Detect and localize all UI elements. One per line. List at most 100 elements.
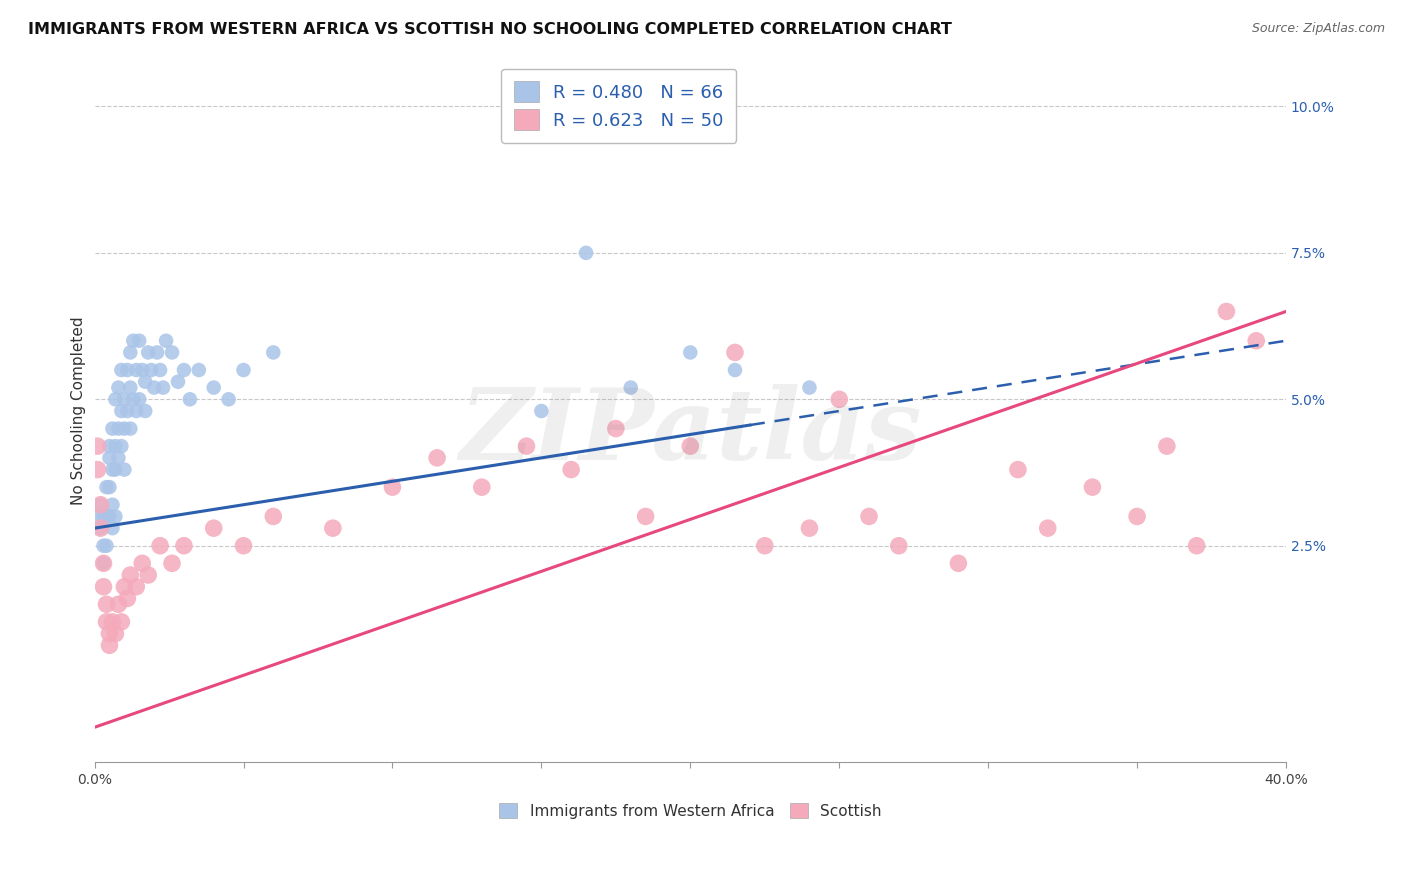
Point <box>120 421 142 435</box>
Point <box>98 626 121 640</box>
Point <box>605 421 627 435</box>
Point <box>112 392 135 407</box>
Point <box>104 462 127 476</box>
Point <box>117 591 139 606</box>
Point <box>1126 509 1149 524</box>
Point <box>1036 521 1059 535</box>
Point <box>262 345 284 359</box>
Point <box>173 539 195 553</box>
Legend: Immigrants from Western Africa, Scottish: Immigrants from Western Africa, Scottish <box>494 797 887 825</box>
Point <box>90 521 112 535</box>
Point <box>620 381 643 395</box>
Point <box>471 480 494 494</box>
Point <box>101 521 124 535</box>
Point <box>120 568 142 582</box>
Point <box>110 439 132 453</box>
Point <box>515 439 537 453</box>
Text: Source: ZipAtlas.com: Source: ZipAtlas.com <box>1251 22 1385 36</box>
Point <box>86 462 108 476</box>
Point <box>90 521 112 535</box>
Point <box>155 334 177 348</box>
Point <box>93 539 115 553</box>
Point <box>232 363 254 377</box>
Point <box>1215 304 1237 318</box>
Point <box>799 381 821 395</box>
Point <box>96 509 118 524</box>
Point <box>98 439 121 453</box>
Point <box>724 345 747 359</box>
Point <box>125 404 148 418</box>
Point <box>93 509 115 524</box>
Point <box>131 557 153 571</box>
Point <box>107 597 129 611</box>
Text: ZIPatlas: ZIPatlas <box>460 384 921 481</box>
Point <box>160 557 183 571</box>
Point <box>128 334 150 348</box>
Point <box>101 615 124 629</box>
Point <box>679 439 702 453</box>
Point <box>799 521 821 535</box>
Point <box>122 334 145 348</box>
Point <box>104 392 127 407</box>
Point <box>98 480 121 494</box>
Point <box>575 245 598 260</box>
Point <box>86 509 108 524</box>
Point <box>1081 480 1104 494</box>
Point <box>110 615 132 629</box>
Point <box>1156 439 1178 453</box>
Point <box>98 450 121 465</box>
Point <box>112 462 135 476</box>
Point <box>828 392 851 407</box>
Point <box>125 363 148 377</box>
Point <box>218 392 240 407</box>
Point <box>90 498 112 512</box>
Point <box>104 509 127 524</box>
Point <box>187 363 209 377</box>
Point <box>101 462 124 476</box>
Point <box>262 509 284 524</box>
Point <box>948 557 970 571</box>
Point <box>754 539 776 553</box>
Text: IMMIGRANTS FROM WESTERN AFRICA VS SCOTTISH NO SCHOOLING COMPLETED CORRELATION CH: IMMIGRANTS FROM WESTERN AFRICA VS SCOTTI… <box>28 22 952 37</box>
Point <box>98 509 121 524</box>
Point <box>93 580 115 594</box>
Point <box>101 421 124 435</box>
Point <box>122 392 145 407</box>
Point <box>96 597 118 611</box>
Point <box>173 363 195 377</box>
Point <box>110 404 132 418</box>
Point <box>858 509 880 524</box>
Point <box>128 392 150 407</box>
Point <box>560 462 582 476</box>
Point <box>232 539 254 553</box>
Point <box>530 404 553 418</box>
Point <box>120 381 142 395</box>
Point <box>136 345 159 359</box>
Point <box>724 363 747 377</box>
Point <box>125 580 148 594</box>
Point <box>107 421 129 435</box>
Point <box>107 381 129 395</box>
Point <box>1244 334 1267 348</box>
Point <box>96 480 118 494</box>
Point <box>107 450 129 465</box>
Point <box>93 557 115 571</box>
Point <box>146 345 169 359</box>
Point <box>149 363 172 377</box>
Point <box>149 539 172 553</box>
Point <box>112 580 135 594</box>
Point <box>117 404 139 418</box>
Point <box>143 381 166 395</box>
Point <box>179 392 201 407</box>
Point <box>202 521 225 535</box>
Point <box>134 375 156 389</box>
Point <box>134 404 156 418</box>
Point <box>117 363 139 377</box>
Point <box>96 539 118 553</box>
Point <box>120 345 142 359</box>
Point <box>90 498 112 512</box>
Point <box>96 615 118 629</box>
Point <box>112 421 135 435</box>
Point <box>1185 539 1208 553</box>
Point <box>887 539 910 553</box>
